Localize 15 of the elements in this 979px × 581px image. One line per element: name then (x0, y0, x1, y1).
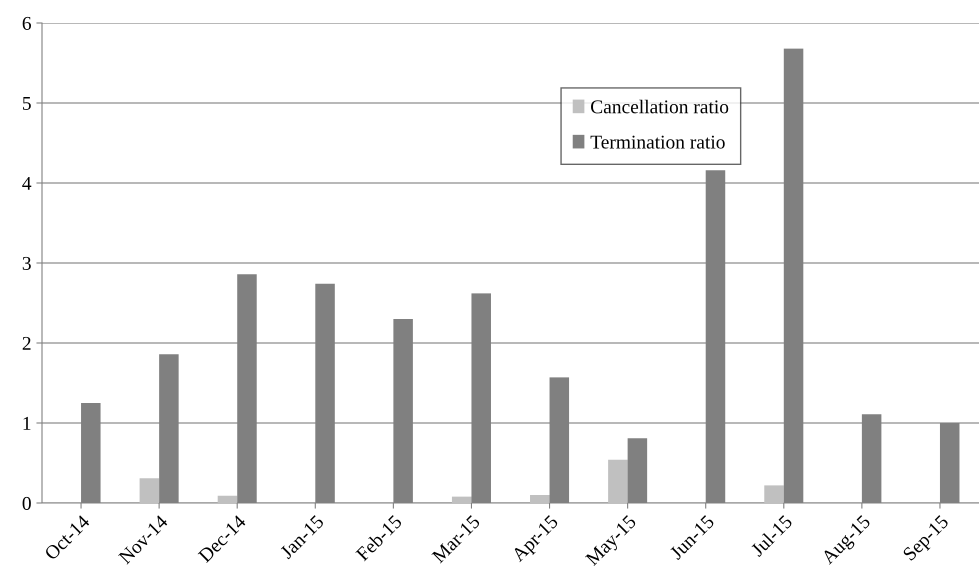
y-tick-label: 1 (24, 416, 30, 430)
y-tick-label: 3 (22, 256, 31, 270)
bar (608, 460, 628, 503)
bar (764, 485, 784, 503)
y-tick-label: 5 (22, 97, 31, 110)
y-tick-label: 0 (22, 496, 31, 510)
bar (140, 478, 160, 503)
bar (452, 496, 472, 503)
y-tick-label: 6 (22, 16, 32, 30)
legend-label: Termination ratio (590, 136, 725, 149)
y-tick-label: 4 (22, 176, 32, 190)
legend-label: Cancellation ratio (591, 100, 728, 114)
bar (530, 495, 550, 503)
y-tick-label: 2 (22, 336, 31, 350)
bar (218, 496, 238, 503)
